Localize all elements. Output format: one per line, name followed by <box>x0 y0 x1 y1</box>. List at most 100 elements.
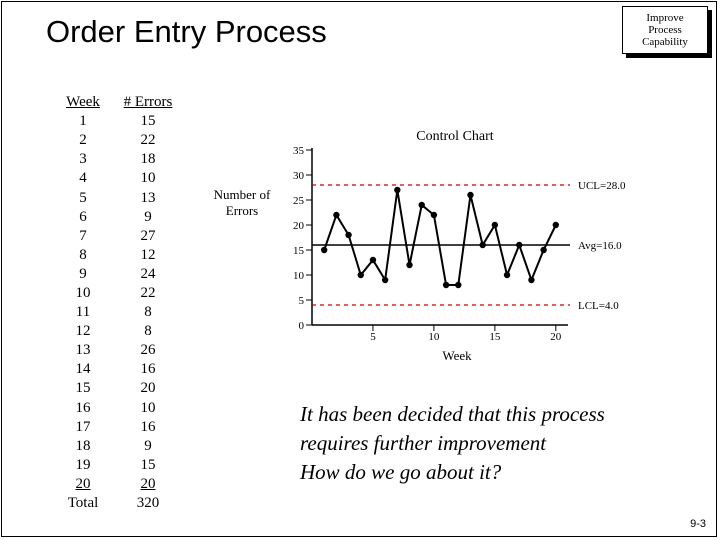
week-cell: 7 <box>79 227 87 244</box>
y-tick-label: 30 <box>293 170 305 182</box>
table-row: 20 20 <box>57 475 181 494</box>
badge-line: Process <box>648 24 682 36</box>
table-row: 4 10 <box>57 169 181 188</box>
week-cell: 9 <box>79 265 87 282</box>
data-point <box>552 221 560 229</box>
data-point <box>455 281 462 289</box>
errors-cell: 15 <box>140 456 156 473</box>
data-point <box>345 231 352 239</box>
data-point <box>467 191 474 199</box>
series-line <box>323 189 557 286</box>
data-point <box>418 201 425 209</box>
data-point <box>491 221 499 229</box>
data-point <box>442 281 450 289</box>
table-row: 8 12 <box>57 246 181 265</box>
table-row: 2 22 <box>57 131 181 150</box>
x-tick-label: 20 <box>550 331 562 343</box>
data-point <box>503 271 511 279</box>
week-cell: 19 <box>75 456 91 473</box>
errors-cell: 16 <box>140 418 156 435</box>
week-cell: 3 <box>79 151 87 168</box>
data-point <box>528 276 535 284</box>
errors-cell: 24 <box>140 265 156 282</box>
y-tick-label: 0 <box>299 320 305 332</box>
week-cell: 13 <box>75 342 91 359</box>
week-cell: 1 <box>79 113 87 130</box>
note-line: It has been decided that this process <box>300 402 605 426</box>
table-row: 14 16 <box>57 360 181 379</box>
data-point <box>406 261 413 269</box>
table-total-row: Total 320 <box>57 494 181 513</box>
week-cell: 12 <box>75 323 91 340</box>
table-row: 9 24 <box>57 265 181 284</box>
column-header-week: Week <box>66 94 100 111</box>
errors-cell: 8 <box>144 304 152 321</box>
x-tick-label: 5 <box>370 331 376 343</box>
errors-cell: 9 <box>144 208 152 225</box>
errors-cell: 12 <box>140 246 156 263</box>
table-row: 17 16 <box>57 418 181 437</box>
slide-title: Order Entry Process <box>46 14 327 49</box>
errors-cell: 13 <box>140 189 156 206</box>
week-cell: 8 <box>79 246 87 263</box>
table-row: 3 18 <box>57 150 181 169</box>
y-tick-label: 25 <box>293 195 305 207</box>
errors-cell: 18 <box>140 151 156 168</box>
week-cell: 10 <box>75 284 91 301</box>
errors-cell: 26 <box>140 342 156 359</box>
page-number: 9-3 <box>690 518 706 530</box>
x-tick-label: 10 <box>428 331 440 343</box>
table-row: 10 22 <box>57 284 181 303</box>
week-cell: 6 <box>79 208 87 225</box>
data-point <box>357 271 364 279</box>
errors-table: Week # Errors 1 15 2 22 3 18 4 10 5 13 6 9 7 27 8 12 9 24… <box>57 93 181 513</box>
data-point <box>381 276 389 284</box>
errors-cell: 20 <box>140 475 156 492</box>
week-cell: 2 <box>79 132 87 149</box>
total-label: Total <box>67 495 99 512</box>
badge-line: Capability <box>642 36 688 48</box>
y-tick-label: 10 <box>293 270 305 282</box>
y-tick-label: 20 <box>293 220 305 232</box>
errors-cell: 16 <box>140 361 156 378</box>
chart-title: Control Chart <box>416 129 493 144</box>
errors-cell: 15 <box>140 113 156 130</box>
y-tick-label: 35 <box>293 145 305 157</box>
week-cell: 5 <box>79 189 87 206</box>
week-cell: 11 <box>75 304 91 321</box>
week-cell: 20 <box>75 475 91 492</box>
errors-cell: 9 <box>144 437 152 454</box>
table-row: 13 26 <box>57 341 181 360</box>
week-cell: 15 <box>75 380 91 397</box>
column-header-errors: # Errors <box>123 94 173 111</box>
errors-cell: 22 <box>140 284 156 301</box>
table-row: 15 20 <box>57 379 181 398</box>
errors-cell: 8 <box>144 323 152 340</box>
errors-cell: 10 <box>140 170 156 187</box>
data-point <box>516 241 523 249</box>
x-axis-title: Week <box>442 348 472 363</box>
table-row: 7 27 <box>57 227 181 246</box>
note-text: It has been decided that this process re… <box>300 400 605 487</box>
data-point <box>540 246 547 254</box>
y-axis-title: Number of Errors <box>213 187 271 218</box>
week-cell: 18 <box>75 437 91 454</box>
errors-cell: 22 <box>140 132 156 149</box>
errors-cell: 20 <box>140 380 156 397</box>
data-point <box>430 211 438 219</box>
badge-line: Improve <box>646 12 684 24</box>
reference-line-label: LCL=4.0 <box>578 300 619 312</box>
errors-cell: 27 <box>140 227 156 244</box>
total-value: 320 <box>136 495 160 512</box>
week-cell: 16 <box>75 399 91 416</box>
table-row: 19 15 <box>57 456 181 475</box>
note-line: requires further improvement <box>300 431 547 455</box>
x-tick-label: 15 <box>489 331 501 343</box>
table-header-row: Week # Errors <box>57 93 181 112</box>
y-tick-label: 5 <box>299 295 305 307</box>
data-point <box>394 186 401 194</box>
improve-process-capability-badge: Improve Process Capability <box>622 6 708 54</box>
week-cell: 14 <box>75 361 91 378</box>
